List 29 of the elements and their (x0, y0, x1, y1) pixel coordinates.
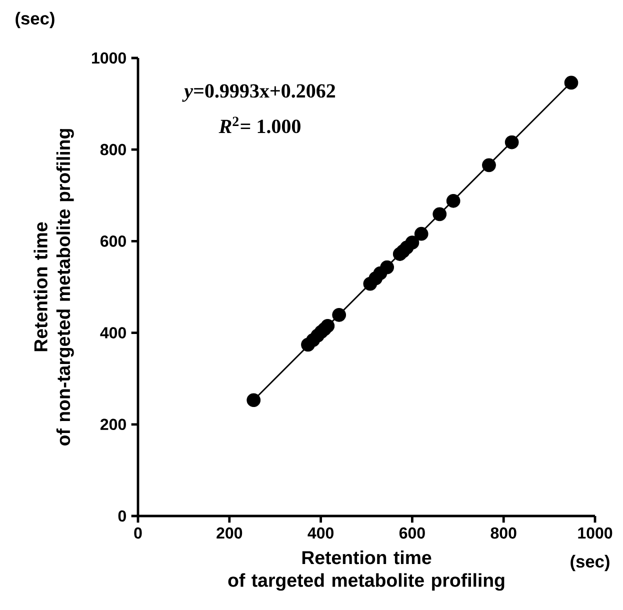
x-tick-label: 400 (308, 527, 334, 539)
text: (sec) (570, 554, 610, 572)
y-tick-label: 1000 (92, 52, 126, 64)
point (332, 308, 346, 322)
point (405, 236, 420, 250)
text: (sec) (16, 12, 54, 28)
point (504, 135, 519, 150)
y-tick-label: 800 (100, 144, 126, 156)
point (320, 318, 335, 333)
point (564, 76, 578, 90)
point (246, 393, 261, 408)
point (414, 226, 428, 241)
y-tick-label: 600 (100, 236, 126, 247)
annotation: R$^{2}$= 1.000 (218, 116, 300, 134)
y-tick-label: 0 (118, 510, 126, 522)
y-tick-label: 400 (100, 327, 126, 338)
point (432, 207, 447, 222)
annotation: y=0.9993x+0.2062 (182, 84, 336, 102)
point (380, 260, 394, 274)
x-axis-title: Retention time of targeted metabolite profiling (228, 550, 504, 591)
y-axis-title: Retention time of non-targeted metabolite profiling (34, 129, 74, 446)
point (446, 194, 460, 208)
point (482, 158, 496, 172)
x-tick-label: 1000 (578, 527, 612, 539)
x-tick-label: 600 (399, 527, 425, 539)
x-tick-label: 200 (216, 527, 242, 539)
x-tick-label: 0 (134, 527, 142, 539)
x-tick-label: 800 (490, 527, 516, 539)
y-tick-label: 200 (100, 418, 126, 430)
